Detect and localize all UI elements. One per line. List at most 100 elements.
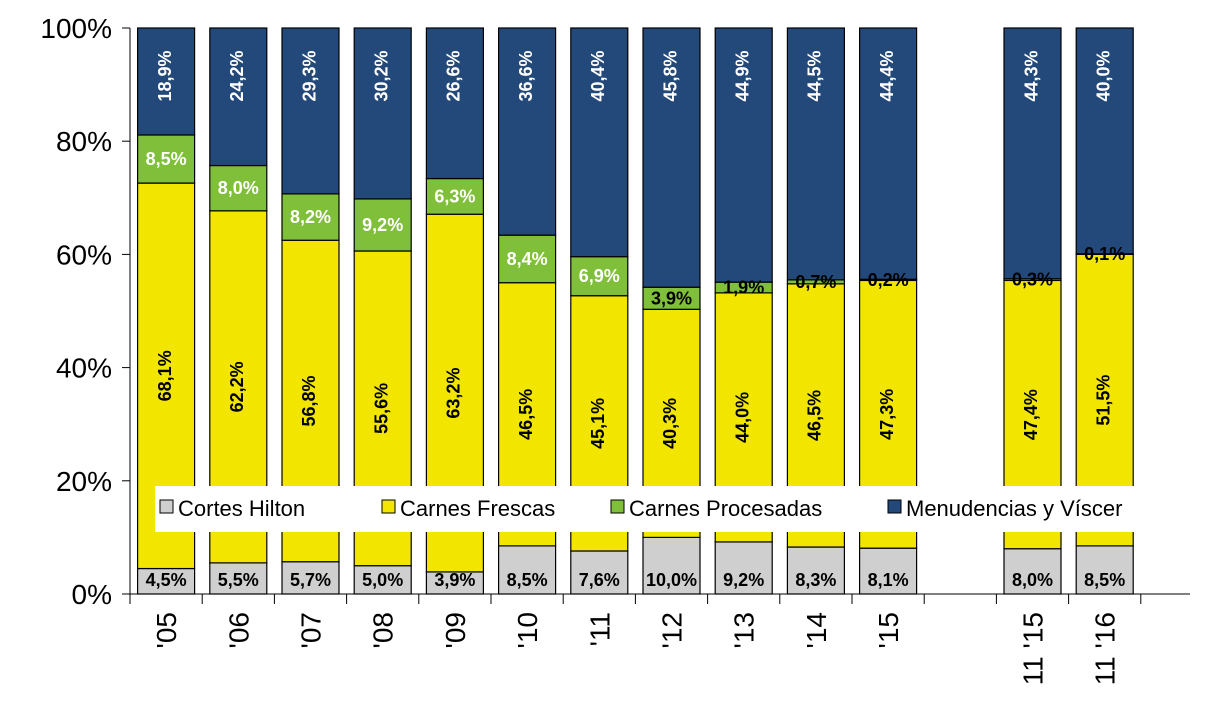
- bar-segment: [786, 27, 846, 281]
- legend-label: Carnes Frescas: [400, 496, 555, 521]
- bar-segment: [425, 27, 484, 180]
- bar-segment: [858, 547, 918, 595]
- data-label: 26,6%: [444, 50, 464, 101]
- legend-swatch: [610, 499, 625, 514]
- data-label: 47,3%: [877, 389, 897, 440]
- x-tick-label: '12: [657, 612, 688, 649]
- data-label: 8,3%: [795, 570, 836, 590]
- data-label: 8,1%: [868, 570, 909, 590]
- x-tick-label: '11: [584, 612, 615, 646]
- data-label: 3,9%: [651, 288, 692, 308]
- data-label: 0,3%: [1012, 270, 1053, 290]
- data-label: 9,2%: [723, 570, 764, 590]
- data-label: 45,1%: [588, 398, 608, 449]
- x-tick-label: '05: [151, 612, 182, 649]
- x-tick-label: '14: [801, 612, 832, 649]
- x-tick-label: '15: [873, 612, 904, 649]
- x-tick-label: '07: [296, 612, 327, 649]
- legend-swatch: [887, 499, 902, 514]
- bar-segment: [137, 27, 196, 136]
- x-tick-label: '10: [512, 612, 543, 649]
- data-label: 5,0%: [362, 570, 403, 590]
- data-label: 24,2%: [227, 50, 247, 101]
- data-label: 18,9%: [155, 50, 175, 101]
- legend-label: Menudencias y Víscer: [906, 496, 1122, 521]
- bar-segment: [353, 565, 412, 595]
- data-label: 40,0%: [1093, 50, 1113, 101]
- data-label: 55,6%: [371, 383, 391, 434]
- bar-segment: [498, 27, 557, 236]
- data-label: 30,2%: [371, 50, 391, 101]
- y-tick-label: 60%: [56, 239, 112, 270]
- data-label: 8,2%: [290, 207, 331, 227]
- bar-segment: [858, 27, 918, 280]
- data-label: 8,0%: [1012, 570, 1053, 590]
- data-label: 4,5%: [146, 570, 187, 590]
- x-tick-label: '13: [729, 612, 760, 649]
- data-label: 56,8%: [299, 375, 319, 426]
- data-label: 0,2%: [868, 270, 909, 290]
- bar-segment: [425, 177, 484, 215]
- bar-segment: [137, 134, 196, 184]
- legend-label: Carnes Procesadas: [629, 496, 822, 521]
- bar-segment: [642, 536, 701, 595]
- bar-segment: [570, 27, 629, 258]
- bar-segment: [1075, 545, 1134, 595]
- bar-segment: [353, 27, 412, 200]
- bar-segment: [209, 562, 268, 595]
- y-tick-label: 40%: [56, 353, 112, 384]
- x-tick-label: '06: [223, 612, 254, 649]
- data-label: 46,5%: [805, 390, 825, 441]
- data-label: 44,5%: [805, 50, 825, 101]
- data-label: 8,0%: [218, 178, 259, 198]
- legend-swatch: [159, 499, 174, 514]
- bar-segment: [281, 561, 340, 595]
- bar-segment: [209, 27, 268, 167]
- bar-segment: [570, 256, 629, 297]
- y-tick-label: 0%: [72, 579, 112, 610]
- bar-segment: [1003, 548, 1062, 595]
- x-tick-label: '08: [368, 612, 399, 649]
- x-tick-label: '09: [440, 612, 471, 649]
- data-label: 47,4%: [1021, 389, 1041, 440]
- bar-segment: [498, 234, 557, 284]
- data-label: 9,2%: [362, 215, 403, 235]
- data-label: 62,2%: [227, 361, 247, 412]
- bar-segment: [714, 27, 773, 283]
- data-label: 44,0%: [732, 392, 752, 443]
- data-label: 40,3%: [660, 398, 680, 449]
- bar-segment: [209, 164, 268, 212]
- bar-segment: [570, 550, 629, 595]
- data-label: 44,3%: [1021, 50, 1041, 101]
- bar-segment: [714, 541, 773, 595]
- data-label: 45,8%: [660, 50, 680, 101]
- data-label: 5,5%: [218, 570, 259, 590]
- data-label: 6,3%: [434, 186, 475, 206]
- data-label: 68,1%: [155, 350, 175, 401]
- data-label: 51,5%: [1093, 375, 1113, 426]
- data-label: 10,0%: [646, 570, 697, 590]
- data-label: 5,7%: [290, 570, 331, 590]
- x-tick-label: 11 '16: [1090, 612, 1121, 685]
- legend-box: [155, 486, 1185, 532]
- legend-swatch: [381, 499, 396, 514]
- data-label: 3,9%: [434, 570, 475, 590]
- data-label: 44,4%: [877, 50, 897, 101]
- data-label: 0,1%: [1084, 244, 1125, 264]
- data-label: 36,6%: [516, 50, 536, 101]
- data-label: 8,5%: [146, 149, 187, 169]
- y-tick-label: 100%: [40, 13, 112, 44]
- y-tick-label: 80%: [56, 126, 112, 157]
- bar-segment: [642, 27, 701, 288]
- y-tick-label: 20%: [56, 466, 112, 497]
- data-label: 44,9%: [732, 50, 752, 101]
- data-label: 1,9%: [723, 278, 764, 298]
- data-label: 63,2%: [444, 368, 464, 419]
- data-label: 8,4%: [507, 249, 548, 269]
- data-label: 7,6%: [579, 570, 620, 590]
- legend-label: Cortes Hilton: [178, 496, 305, 521]
- bar-segment: [281, 27, 340, 195]
- bar-segment: [137, 567, 196, 595]
